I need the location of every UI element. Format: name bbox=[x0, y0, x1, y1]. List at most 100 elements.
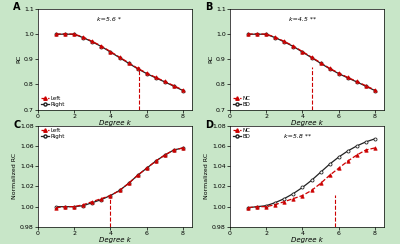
Left bbox=[162, 80, 167, 83]
Right bbox=[117, 56, 122, 59]
NC bbox=[264, 33, 269, 36]
Left bbox=[63, 32, 68, 35]
Left bbox=[153, 76, 158, 79]
Left bbox=[135, 174, 140, 177]
BD bbox=[300, 51, 305, 53]
Right bbox=[81, 204, 86, 207]
NC bbox=[354, 80, 359, 83]
Left bbox=[126, 182, 131, 185]
NC bbox=[354, 153, 359, 156]
BD bbox=[364, 85, 368, 88]
NC bbox=[282, 200, 287, 203]
Line: Right: Right bbox=[54, 33, 184, 92]
Left bbox=[117, 189, 122, 192]
BD bbox=[255, 33, 260, 36]
Legend: Left, Right: Left, Right bbox=[40, 95, 66, 108]
NC bbox=[372, 89, 377, 92]
Text: B: B bbox=[205, 2, 213, 12]
NC bbox=[246, 206, 250, 209]
BD bbox=[364, 140, 368, 143]
Line: NC: NC bbox=[246, 146, 377, 209]
Left bbox=[108, 194, 113, 197]
Right bbox=[135, 174, 140, 177]
X-axis label: Degree k: Degree k bbox=[99, 120, 131, 126]
Right bbox=[135, 67, 140, 70]
Right bbox=[153, 76, 158, 79]
NC bbox=[255, 32, 260, 35]
Right bbox=[180, 89, 185, 92]
Right bbox=[117, 189, 122, 192]
Y-axis label: Normalized RC: Normalized RC bbox=[12, 153, 17, 199]
Y-axis label: Normalized RC: Normalized RC bbox=[204, 153, 209, 199]
Text: A: A bbox=[13, 2, 21, 12]
Right bbox=[162, 81, 167, 83]
Right bbox=[108, 194, 113, 197]
Text: k=5.6 *: k=5.6 * bbox=[96, 17, 120, 22]
Left bbox=[90, 40, 95, 43]
Right bbox=[54, 33, 58, 36]
Right bbox=[126, 62, 131, 65]
Right bbox=[72, 33, 77, 36]
NC bbox=[318, 182, 323, 185]
Right bbox=[99, 198, 104, 201]
NC bbox=[264, 205, 269, 208]
Text: C: C bbox=[13, 120, 21, 130]
BD bbox=[291, 192, 296, 195]
Left bbox=[90, 200, 95, 203]
NC bbox=[364, 149, 368, 152]
NC bbox=[273, 203, 278, 206]
NC bbox=[318, 61, 323, 64]
Left bbox=[153, 160, 158, 163]
Text: D: D bbox=[205, 120, 213, 130]
BD bbox=[273, 36, 278, 39]
BD bbox=[282, 41, 287, 43]
Right bbox=[72, 205, 77, 208]
BD bbox=[372, 137, 377, 140]
BD bbox=[291, 45, 296, 48]
BD bbox=[264, 204, 269, 207]
Y-axis label: RC: RC bbox=[208, 55, 213, 63]
Left bbox=[144, 72, 149, 75]
BD bbox=[354, 144, 359, 147]
Right bbox=[126, 182, 131, 185]
Line: BD: BD bbox=[246, 33, 376, 92]
Left bbox=[162, 153, 167, 156]
Line: Left: Left bbox=[54, 146, 185, 209]
X-axis label: Degree k: Degree k bbox=[291, 237, 323, 244]
X-axis label: Degree k: Degree k bbox=[99, 237, 131, 244]
NC bbox=[282, 40, 287, 43]
NC bbox=[336, 167, 341, 170]
Left bbox=[126, 61, 131, 64]
NC bbox=[300, 50, 305, 53]
BD bbox=[300, 186, 305, 189]
Right bbox=[144, 72, 149, 75]
Left bbox=[99, 197, 104, 200]
NC bbox=[273, 36, 278, 39]
NC bbox=[246, 33, 250, 36]
Left bbox=[72, 33, 77, 36]
Right bbox=[90, 41, 95, 43]
Left bbox=[54, 206, 58, 209]
Right bbox=[108, 51, 113, 53]
Right bbox=[54, 205, 58, 208]
Left bbox=[108, 50, 113, 53]
Right bbox=[99, 45, 104, 48]
BD bbox=[246, 206, 250, 209]
Y-axis label: RC: RC bbox=[16, 55, 21, 63]
BD bbox=[273, 201, 278, 204]
Left bbox=[72, 205, 77, 208]
Left bbox=[81, 203, 86, 206]
Line: NC: NC bbox=[246, 32, 377, 92]
BD bbox=[318, 62, 323, 65]
NC bbox=[336, 72, 341, 75]
Left bbox=[172, 84, 176, 87]
Left bbox=[99, 45, 104, 48]
Right bbox=[162, 153, 167, 156]
NC bbox=[291, 45, 296, 48]
Right bbox=[81, 36, 86, 39]
Left bbox=[180, 89, 185, 92]
BD bbox=[327, 163, 332, 166]
Right bbox=[144, 167, 149, 170]
Right bbox=[63, 205, 68, 208]
NC bbox=[364, 84, 368, 87]
